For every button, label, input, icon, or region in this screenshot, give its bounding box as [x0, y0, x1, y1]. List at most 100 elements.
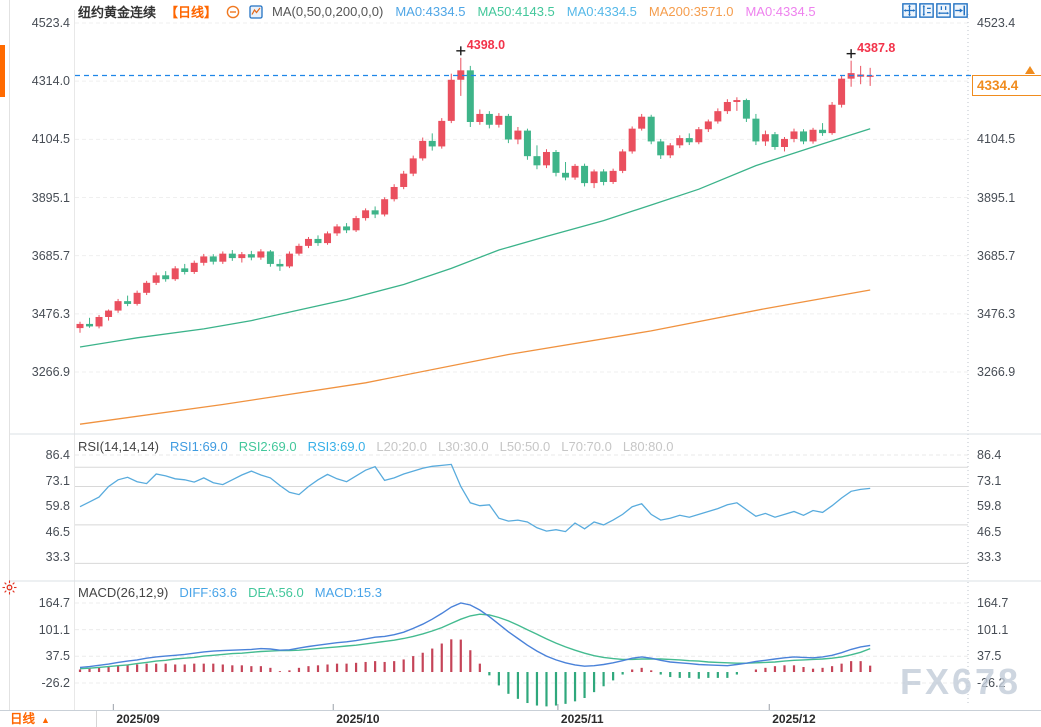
- price-axis-label: 4104.5: [977, 132, 1016, 147]
- rsi-axis-label: 33.3: [977, 550, 1002, 564]
- ma-values-row: MA(0,50,0,200,0,0) MA0:4334.5 MA50:4143.5 M…: [272, 4, 816, 19]
- rsi-value-label: RSI3:69.0: [307, 439, 366, 454]
- candle-body: [714, 111, 722, 122]
- candle-body: [162, 275, 170, 280]
- indicator-settings-icon[interactable]: [2, 580, 17, 595]
- collapse-icon[interactable]: [226, 5, 240, 19]
- candle-body: [247, 254, 255, 258]
- rsi-value-label: RSI2:69.0: [238, 439, 297, 454]
- price-axis-label: 4523.4: [977, 16, 1016, 30]
- macd-header: MACD(26,12,9) DIFF:63.6 DEA:56.0 MACD:15.3: [78, 585, 382, 600]
- jump-to-latest-icon[interactable]: [953, 3, 968, 18]
- rsi-value-label: L30:30.0: [438, 439, 489, 454]
- chart-type-icon[interactable]: [249, 4, 263, 19]
- candle-body: [200, 256, 208, 263]
- candle-body: [800, 131, 808, 142]
- candle-body: [124, 301, 132, 304]
- rsi-axis-label: 33.3: [45, 550, 70, 564]
- ma50-line: [79, 128, 871, 348]
- candle-body: [676, 138, 684, 146]
- candle-body: [419, 140, 427, 159]
- fit-horizontal-axis-icon[interactable]: [936, 3, 951, 18]
- rsi-axis-label: 73.1: [977, 473, 1002, 488]
- bottom-bar: 日线 ▲ 2025/09 2025/10 2025/11 2025/12: [0, 710, 1041, 727]
- macd-axis-label: 101.1: [977, 622, 1009, 637]
- price-axis-label: 3476.3: [31, 306, 70, 321]
- rsi-value-label: L80:80.0: [622, 439, 674, 454]
- candle-body: [771, 134, 779, 147]
- candle-body: [76, 323, 84, 329]
- macd-axis-label: 164.7: [977, 596, 1009, 610]
- candle-body: [552, 151, 560, 173]
- candle-body: [181, 268, 189, 272]
- rsi-value-label: L70:70.0: [561, 439, 612, 454]
- macd-value-label: DIFF:63.6: [179, 585, 238, 600]
- candle-body: [333, 226, 341, 234]
- candle-body: [457, 70, 465, 80]
- diff-line: [79, 602, 871, 669]
- period-selector-label: 日线: [10, 712, 36, 726]
- candle-body: [105, 310, 113, 317]
- candle-body: [514, 130, 522, 140]
- time-axis-label: 2025/10: [336, 712, 380, 726]
- candle-body: [114, 301, 122, 311]
- candle-body: [542, 151, 550, 166]
- candle-body: [647, 116, 655, 142]
- chart-toolbar: [902, 3, 968, 18]
- candle-body: [619, 151, 627, 171]
- candle-body: [504, 115, 512, 140]
- candle-body: [752, 118, 760, 142]
- period-label: 【日线】: [165, 5, 218, 20]
- macd-axis-label: -26.2: [977, 676, 1006, 690]
- candle-body: [171, 268, 179, 280]
- rsi-axis-label: 59.8: [977, 499, 1002, 514]
- candle-body: [685, 138, 693, 143]
- price-axis-label: 3895.1: [31, 190, 70, 205]
- peak-price-label: 4387.8: [857, 40, 896, 55]
- candle-body: [704, 121, 712, 130]
- candle-body: [438, 120, 446, 147]
- macd-axis-label: 164.7: [38, 596, 70, 610]
- fit-vertical-axis-icon[interactable]: [919, 3, 934, 18]
- candle-body: [390, 186, 398, 200]
- candle-body: [276, 263, 284, 267]
- candle-body: [666, 145, 674, 156]
- candle-body: [866, 75, 874, 77]
- candle-body: [790, 131, 798, 139]
- pan-icon[interactable]: [902, 3, 917, 18]
- macd-value-label: DEA:56.0: [248, 585, 304, 600]
- rsi-value-label: RSI1:69.0: [169, 439, 228, 454]
- candle-body: [343, 226, 351, 231]
- candle-body: [533, 156, 541, 166]
- macd-axis-label: 37.5: [977, 649, 1002, 664]
- price-axis-label: 3266.9: [977, 365, 1016, 379]
- price-axis-label: 4104.5: [31, 132, 70, 147]
- rsi-axis-label: 46.5: [45, 524, 70, 539]
- rsi-axis-label: 59.8: [45, 499, 70, 514]
- ma-value-label: MA50:4143.5: [477, 4, 555, 19]
- candle-body: [447, 79, 455, 121]
- candle-body: [581, 165, 589, 184]
- candle-body: [723, 101, 731, 112]
- candle-body: [324, 233, 332, 244]
- candle-body: [657, 141, 665, 156]
- dea-line: [79, 613, 871, 670]
- price-axis-label: 4314.0: [31, 74, 70, 89]
- price-up-arrow-icon: [1025, 66, 1035, 75]
- candle-body: [780, 138, 788, 147]
- candle-body: [219, 253, 227, 262]
- left-edge-panel: [0, 0, 10, 727]
- scrollbar-thumb[interactable]: [0, 45, 5, 97]
- candle-body: [371, 210, 379, 215]
- candle-body: [133, 292, 141, 304]
- candle-body: [590, 171, 598, 184]
- time-axis-label: 2025/09: [116, 712, 160, 726]
- period-selector[interactable]: 日线 ▲: [0, 711, 97, 727]
- candle-body: [352, 218, 360, 231]
- macd-axis-label: 101.1: [38, 622, 70, 637]
- rsi-axis-label: 73.1: [45, 473, 70, 488]
- candle-body: [209, 256, 217, 262]
- candle-body: [143, 282, 151, 293]
- rsi-axis-label: 86.4: [977, 448, 1002, 462]
